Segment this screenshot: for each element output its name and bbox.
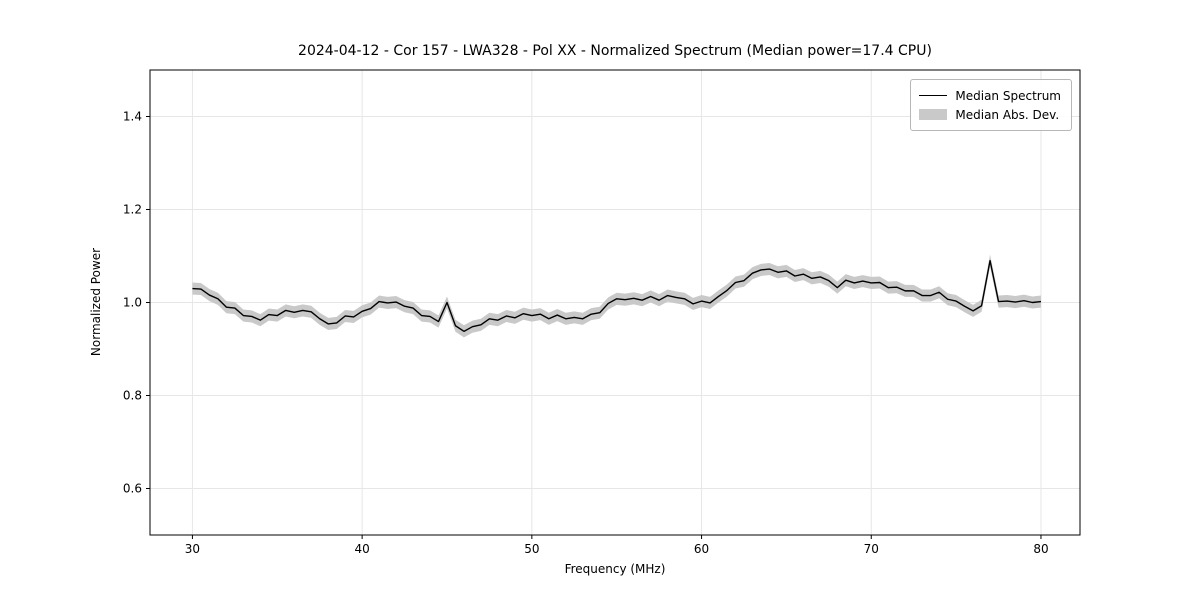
median-spectrum-line [192,259,1042,333]
svg-text:80: 80 [1033,542,1048,556]
median-line-swatch-icon [919,95,948,96]
axis-ticks-and-labels: 30 40 50 60 70 80 0.6 0.8 1.0 1.2 1.4 [123,110,1049,557]
x-axis-label: Frequency (MHz) [564,562,666,576]
legend-label-median-abs-dev: Median Abs. Dev. [955,107,1060,122]
mad-band [192,254,1041,338]
svg-text:40: 40 [354,542,369,556]
svg-text:50: 50 [524,542,539,556]
chart-title: 2024-04-12 - Cor 157 - LWA328 - Pol XX -… [298,43,932,59]
svg-text:70: 70 [864,542,879,556]
svg-text:1.0: 1.0 [123,296,142,310]
legend-item-median-spectrum: Median Spectrum [919,86,1061,105]
legend-item-median-abs-dev: Median Abs. Dev. [919,105,1061,124]
svg-text:0.6: 0.6 [123,482,142,496]
legend-label-median-spectrum: Median Spectrum [955,88,1061,103]
svg-text:1.2: 1.2 [123,203,142,217]
svg-text:60: 60 [694,542,709,556]
svg-text:30: 30 [185,542,200,556]
legend: Median Spectrum Median Abs. Dev. [910,79,1072,131]
y-axis-label: Normalized Power [89,247,103,357]
svg-text:1.4: 1.4 [123,110,142,124]
svg-text:0.8: 0.8 [123,389,142,403]
mad-band-swatch-icon [919,109,948,120]
